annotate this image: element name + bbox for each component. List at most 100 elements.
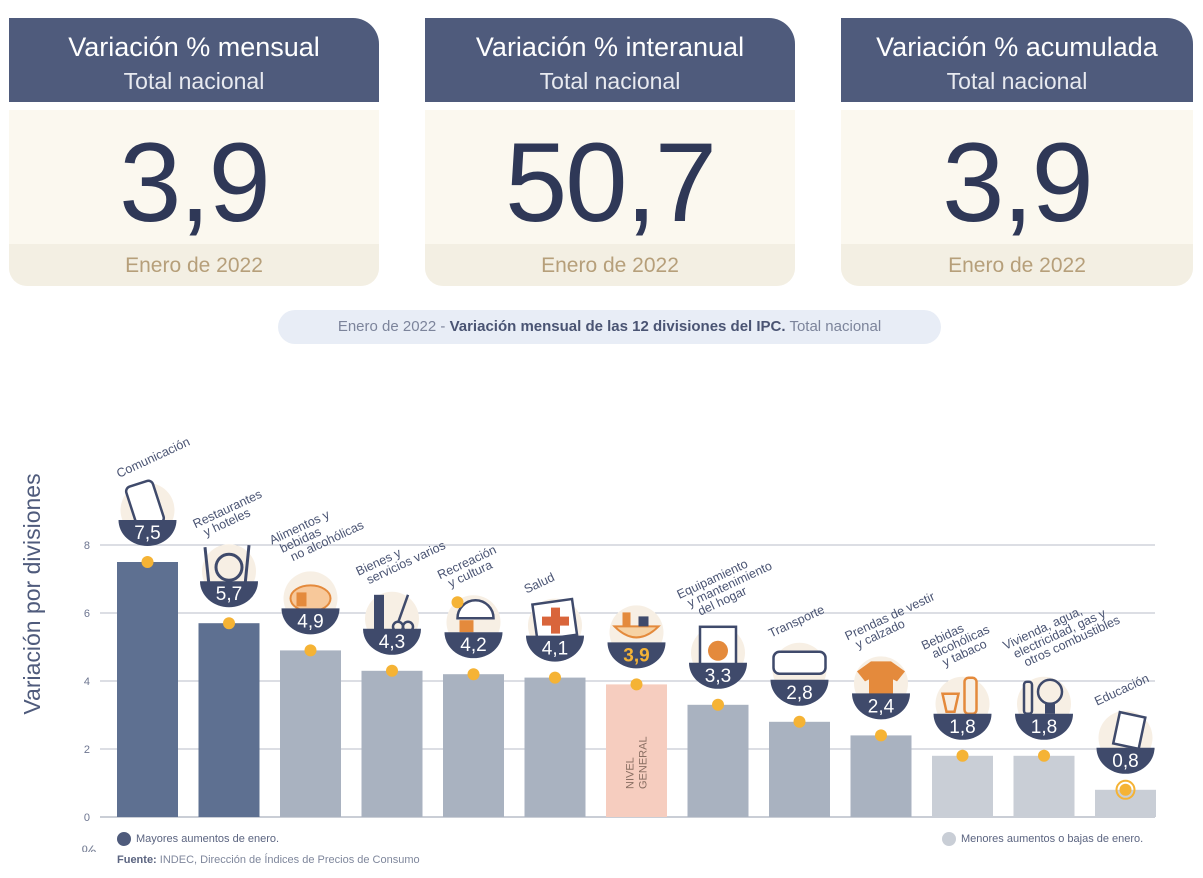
banner-tail: Total nacional — [785, 318, 882, 335]
bar — [850, 735, 912, 817]
value-label: 7,5 — [134, 523, 160, 544]
value-badge — [1096, 747, 1155, 774]
y-tick-label: 6 — [84, 608, 90, 620]
card-footer: Enero de 2022 — [425, 244, 795, 286]
bus-icon — [772, 650, 827, 676]
bar-top-marker — [956, 749, 969, 762]
value-badge — [118, 520, 177, 546]
kpi-card-accumulated: Variación % acumulada Total nacional 3,9… — [841, 18, 1193, 286]
card-header: Variación % acumulada Total nacional — [841, 18, 1193, 102]
bar — [687, 704, 749, 817]
card-body: 3,9 Enero de 2022 — [841, 110, 1193, 286]
value-label: 0,8 — [1112, 751, 1138, 772]
category-label-line: Salud — [522, 570, 557, 596]
bar — [1013, 755, 1075, 817]
card-header: Variación % interanual Total nacional — [425, 18, 795, 102]
shirt-icon — [857, 661, 905, 696]
unit-label: % — [81, 842, 96, 852]
legend-low: Menores aumentos o bajas de enero. — [942, 832, 1143, 846]
bar-top-marker — [386, 664, 398, 677]
general-bar-label-line: NIVEL — [625, 757, 637, 789]
chicken-icon — [289, 584, 332, 613]
notebook-icon — [1111, 710, 1147, 751]
card-value: 50,7 — [505, 120, 717, 245]
card-footer: Enero de 2022 — [9, 244, 379, 286]
card-subtitle: Total nacional — [123, 68, 265, 94]
card-value: 3,9 — [119, 120, 271, 245]
value-label: 5,7 — [216, 584, 242, 605]
value-label: 1,8 — [949, 717, 975, 738]
value-label: 2,4 — [868, 696, 895, 717]
kpi-card-monthly: Variación % mensual Total nacional 3,9 E… — [9, 18, 379, 286]
value-badge — [689, 662, 747, 689]
bar — [606, 684, 667, 817]
y-tick-label: 8 — [84, 540, 90, 552]
legend-low-label: Menores aumentos o bajas de enero. — [961, 832, 1144, 845]
category-label: Vivienda, agua,electricidad, gas yotros … — [1001, 591, 1122, 675]
card-date: Enero de 2022 — [948, 254, 1086, 277]
card-value: 3,9 — [942, 120, 1094, 245]
category-label-line: Comunicación — [114, 435, 192, 481]
category-label-line: Educación — [1092, 671, 1151, 708]
first-aid-icon — [530, 597, 579, 642]
bar — [443, 674, 504, 817]
bar — [769, 721, 830, 817]
bar — [524, 677, 586, 817]
value-badge — [933, 713, 992, 740]
category-label: Educación — [1092, 671, 1151, 708]
card-footer: Enero de 2022 — [841, 244, 1193, 286]
value-label: 2,8 — [786, 683, 812, 704]
kpi-card-yearly: Variación % interanual Total nacional 50… — [425, 18, 795, 286]
value-badge — [526, 635, 584, 662]
value-badge — [852, 693, 910, 720]
card-subtitle: Total nacional — [946, 68, 1088, 94]
value-label: 3,9 — [623, 645, 649, 666]
card-date: Enero de 2022 — [541, 254, 679, 277]
value-badge — [281, 608, 340, 635]
value-badge — [200, 581, 258, 608]
category-label: Bebidasalcohólicasy tabaco — [919, 611, 997, 674]
chart-banner: Enero de 2022 - Variación mensual de las… — [278, 310, 941, 344]
card-title: Variación % interanual — [475, 32, 745, 62]
bar-chart: 0 2 4 6 8 Variación por divisiones% 7,5 Comunic… — [19, 435, 1156, 852]
card-subtitle: Total nacional — [539, 68, 681, 94]
bar-top-marker — [304, 644, 317, 657]
card-body: 3,9 Enero de 2022 — [9, 110, 379, 286]
y-tick-label: 2 — [84, 744, 90, 756]
bar-top-marker — [1119, 783, 1132, 796]
bar-top-marker — [549, 671, 561, 684]
category-label: Alimentos ybebidasno alcohólicas — [267, 496, 366, 569]
value-label: 4,1 — [542, 639, 568, 660]
card-header: Variación % mensual Total nacional — [9, 18, 379, 102]
card-title: Variación % acumulada — [876, 32, 1158, 62]
bar — [361, 670, 423, 817]
source-note: Fuente: INDEC, Dirección de Índices de P… — [117, 854, 420, 866]
value-label: 4,9 — [297, 611, 323, 632]
category-label: Restaurantesy hoteles — [191, 487, 269, 542]
value-label: 4,2 — [460, 635, 486, 656]
bar-top-marker — [223, 617, 235, 630]
value-badge — [444, 632, 503, 659]
value-label: 4,3 — [379, 632, 405, 653]
bar-top-marker — [630, 678, 643, 691]
category-label: Transporte — [766, 602, 826, 640]
value-badge — [607, 642, 666, 669]
banner-date: Enero de 2022 — [337, 318, 437, 335]
source-text: INDEC, Dirección de Índices de Precios d… — [156, 854, 420, 866]
category-label-line: Transporte — [766, 602, 826, 640]
legend-high: Mayores aumentos de enero. — [117, 832, 279, 846]
general-bar-label-line: GENERAL — [638, 736, 650, 789]
value-label: 1,8 — [1031, 717, 1057, 738]
cutlery-icon — [203, 545, 251, 586]
bar — [117, 562, 178, 817]
value-label: 3,3 — [705, 666, 731, 687]
category-label: Salud — [522, 570, 557, 596]
banner-title: Variación mensual de las 12 divisiones d… — [449, 318, 786, 335]
bar-top-marker — [141, 556, 154, 568]
value-badge — [363, 628, 421, 655]
card-title: Variación % mensual — [68, 32, 320, 62]
legend-low-swatch — [942, 832, 956, 846]
legend-high-swatch — [117, 832, 131, 846]
bar-top-marker — [712, 698, 724, 711]
y-tick-label: 0 — [84, 812, 90, 824]
